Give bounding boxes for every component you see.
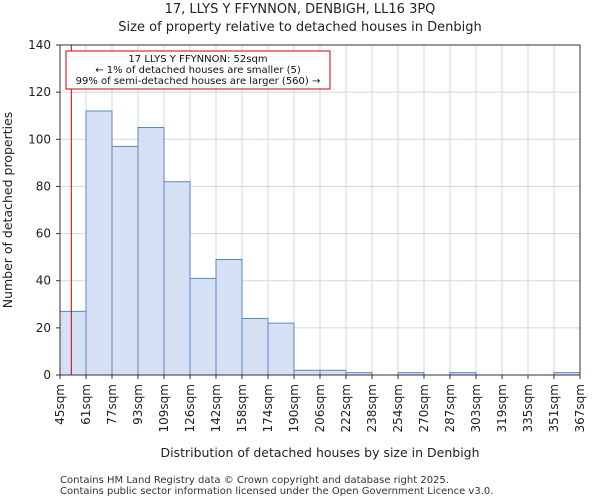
x-tick-label: 287sqm [443, 384, 457, 432]
x-axis: 45sqm 61sqm 77sqm 93sqm 109sqm 126sqm 142sqm 15… [53, 375, 587, 432]
x-tick-label: 367sqm [573, 384, 587, 432]
bar-126sqm [189, 277, 217, 376]
y-tick-label: 80 [36, 179, 51, 193]
x-axis-label: Distribution of detached houses by size … [160, 445, 479, 460]
y-tick-label: 120 [28, 85, 51, 99]
footer-line-2: Contains public sector information licen… [60, 486, 493, 497]
annotation-border [65, 50, 331, 90]
x-tick-label: 351sqm [547, 384, 561, 432]
footer-line-1: Contains HM Land Registry data © Crown c… [60, 475, 449, 486]
x-tick-label: 206sqm [313, 384, 327, 432]
x-tick-label: 254sqm [391, 384, 405, 432]
annotation-box: 17 LLYS Y FFYNNON: 52sqm ← 1% of detache… [65, 50, 331, 90]
bar-45sqm [59, 310, 87, 376]
y-tick-label: 40 [36, 274, 51, 288]
x-tick-label: 77sqm [105, 384, 119, 425]
x-tick-label: 238sqm [365, 384, 379, 432]
x-tick-label: 109sqm [157, 384, 171, 432]
x-tick-label: 335sqm [521, 384, 535, 432]
bar-190sqm [293, 369, 321, 376]
chart-title: 17, LLYS Y FFYNNON, DENBIGH, LL16 3PQ [165, 2, 436, 17]
y-tick-label: 0 [43, 368, 51, 382]
bar-93sqm [137, 127, 165, 376]
x-tick-label: 190sqm [287, 384, 301, 432]
x-tick-label: 158sqm [235, 384, 249, 432]
bars [59, 110, 581, 376]
chart-subtitle: Size of property relative to detached ho… [118, 20, 481, 35]
x-tick-label: 174sqm [261, 384, 275, 432]
bar-206sqm [319, 369, 347, 376]
y-tick-label: 20 [36, 321, 51, 335]
y-tick-label: 100 [28, 132, 51, 146]
y-tick-label: 60 [36, 227, 51, 241]
bar-174sqm [267, 322, 295, 376]
bar-109sqm [163, 181, 191, 376]
y-tick-label: 140 [28, 38, 51, 52]
x-tick-label: 222sqm [339, 384, 353, 432]
annotation-line-1: 17 LLYS Y FFYNNON: 52sqm [128, 54, 267, 65]
y-axis: 0 20 40 60 80 100 120 140 [28, 38, 60, 382]
bar-142sqm [215, 259, 243, 376]
y-axis-label: Number of detached properties [0, 112, 15, 309]
x-tick-label: 142sqm [209, 384, 223, 432]
annotation-line-3: 99% of semi-detached houses are larger (… [76, 76, 321, 87]
bar-158sqm [241, 317, 269, 376]
x-tick-label: 303sqm [469, 384, 483, 432]
x-tick-label: 319sqm [495, 384, 509, 432]
x-tick-label: 61sqm [79, 384, 93, 425]
bar-61sqm [85, 110, 113, 376]
x-tick-label: 126sqm [183, 384, 197, 432]
bar-77sqm [111, 145, 139, 376]
x-tick-label: 93sqm [131, 384, 145, 425]
x-tick-label: 270sqm [417, 384, 431, 432]
annotation-line-2: ← 1% of detached houses are smaller (5) [95, 65, 301, 76]
x-tick-label: 45sqm [53, 384, 67, 425]
